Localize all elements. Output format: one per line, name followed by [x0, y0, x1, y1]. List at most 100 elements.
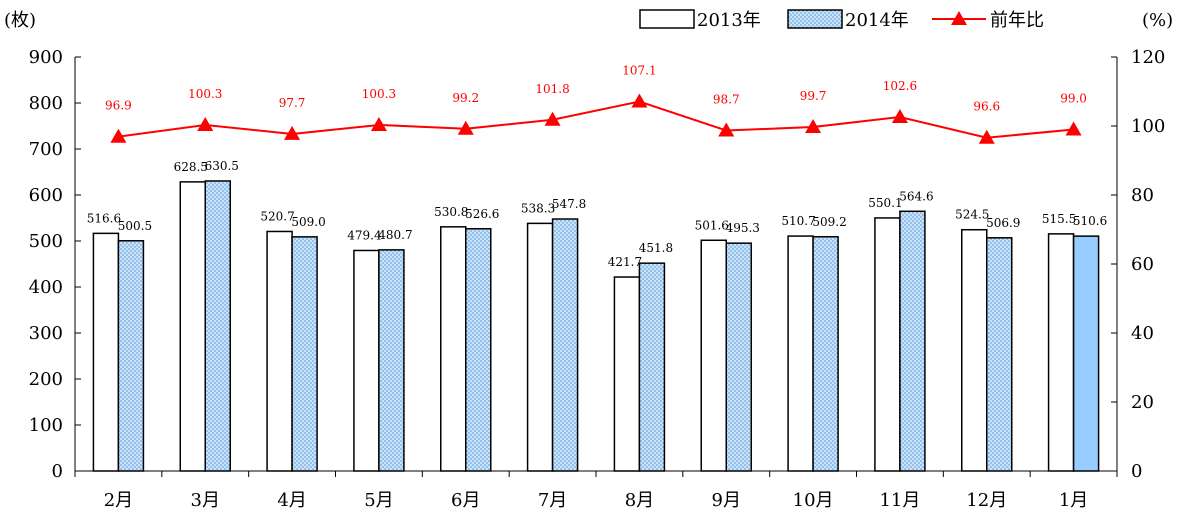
x-tick-label: 9月	[712, 490, 741, 511]
bar-2014	[725, 242, 752, 472]
left-tick-label: 400	[29, 277, 63, 298]
left-tick-label: 100	[29, 415, 63, 436]
data-label-2013: 524.5	[955, 208, 989, 222]
x-tick-label: 2月	[104, 490, 133, 511]
x-tick-label: 7月	[538, 490, 567, 511]
bar-2013	[613, 276, 641, 472]
bar-2014	[812, 236, 839, 472]
data-label-2013: 501.6	[695, 218, 729, 232]
yoy-line-path	[118, 100, 1074, 139]
x-tick-label: 1月	[1059, 490, 1088, 511]
data-label-2013: 510.7	[781, 214, 815, 228]
legend-label-yoy: 前年比	[990, 10, 1044, 31]
data-label-2013: 479.4	[347, 228, 382, 242]
bar-2014	[117, 240, 145, 472]
bar-2013	[440, 226, 467, 472]
data-label-2013: 515.5	[1042, 212, 1076, 226]
data-label-2014: 526.6	[465, 207, 499, 221]
x-tick-label: 11月	[879, 490, 920, 511]
data-label-yoy: 97.7	[279, 96, 306, 110]
x-tick-label: 10月	[793, 490, 834, 511]
yoy-marker	[1065, 121, 1082, 136]
bar-2013	[266, 230, 293, 472]
data-label-yoy: 101.8	[535, 82, 569, 96]
legend-swatch-2013	[639, 9, 695, 29]
data-label-2014: 451.8	[639, 241, 673, 255]
data-label-2014: 509.2	[812, 215, 846, 229]
yoy-marker	[110, 128, 127, 143]
left-tick-label: 800	[29, 93, 63, 114]
right-tick-label: 120	[1131, 47, 1165, 68]
data-label-yoy: 98.7	[713, 92, 740, 106]
bars	[92, 180, 1100, 472]
bar-2014	[899, 210, 926, 472]
bar-2013	[961, 228, 988, 472]
yoy-marker	[284, 125, 301, 140]
data-label-2013: 628.5	[174, 160, 208, 174]
data-label-2014: 506.9	[986, 216, 1020, 230]
left-tick-label: 200	[29, 369, 63, 390]
right-axis-unit: (%)	[1142, 10, 1173, 31]
bar-2013	[787, 235, 814, 472]
bar-2013	[353, 249, 380, 472]
bar-2014	[378, 249, 405, 472]
left-tick-label: 0	[52, 461, 63, 482]
legend-label-2013: 2013年	[697, 10, 761, 31]
left-axis-unit: (枚)	[4, 10, 36, 31]
yoy-marker	[978, 129, 995, 144]
axes: 0 100 200 300 400 500 600 700 800 900 0 20 40 60 80 100…	[29, 47, 1166, 511]
left-tick-label: 500	[29, 231, 63, 252]
yoy-line	[110, 93, 1082, 144]
legend-label-2014: 2014年	[845, 10, 909, 31]
yoy-marker	[891, 109, 908, 124]
right-tick-label: 0	[1131, 461, 1142, 482]
x-tick-label: 12月	[966, 490, 1007, 511]
bar-2014	[638, 262, 666, 472]
bar-2013	[526, 222, 554, 472]
x-tick-label: 5月	[364, 490, 393, 511]
data-label-2014: 564.6	[899, 189, 933, 203]
right-tick-label: 20	[1131, 392, 1154, 413]
bar-2014	[986, 237, 1013, 472]
bar-2013	[874, 217, 901, 472]
data-label-2013: 520.7	[260, 209, 294, 223]
yoy-marker	[718, 122, 735, 137]
data-label-2013: 516.6	[87, 211, 121, 225]
data-label-yoy: 107.1	[622, 64, 656, 78]
data-label-2014: 630.5	[205, 159, 239, 173]
data-label-yoy: 99.0	[1060, 91, 1087, 105]
data-label-2014: 480.7	[378, 228, 412, 242]
yoy-marker	[631, 93, 648, 108]
bar-2013	[700, 239, 727, 472]
x-tick-label: 8月	[625, 490, 654, 511]
yoy-marker	[805, 119, 822, 134]
legend-marker-yoy	[951, 11, 967, 25]
data-label-2014: 509.0	[291, 215, 325, 229]
x-tick-label: 4月	[277, 490, 306, 511]
bar-2014	[1072, 235, 1100, 472]
data-label-2013: 530.8	[434, 205, 468, 219]
bar-2014	[204, 180, 231, 472]
data-label-2013: 421.7	[608, 255, 642, 269]
data-label-2013: 538.3	[521, 201, 555, 215]
bar-2013	[92, 232, 120, 472]
x-tick-label: 6月	[451, 490, 480, 511]
right-tick-label: 80	[1131, 185, 1154, 206]
data-label-yoy: 99.7	[800, 89, 827, 103]
left-tick-label: 700	[29, 139, 63, 160]
legend: 2013年 2014年 前年比	[639, 9, 1044, 31]
bar-2013	[179, 181, 206, 472]
yoy-marker	[457, 120, 474, 135]
bar-2014	[465, 228, 492, 472]
data-label-2014: 510.6	[1073, 214, 1107, 228]
yoy-marker	[197, 116, 214, 131]
legend-swatch-2014	[787, 9, 843, 29]
data-label-yoy: 100.3	[188, 87, 222, 101]
data-label-2013: 550.1	[868, 196, 902, 210]
data-label-yoy: 100.3	[362, 87, 396, 101]
data-label-2014: 500.5	[118, 219, 152, 233]
data-label-yoy: 102.6	[883, 79, 917, 93]
data-label-yoy: 96.6	[973, 100, 1000, 114]
